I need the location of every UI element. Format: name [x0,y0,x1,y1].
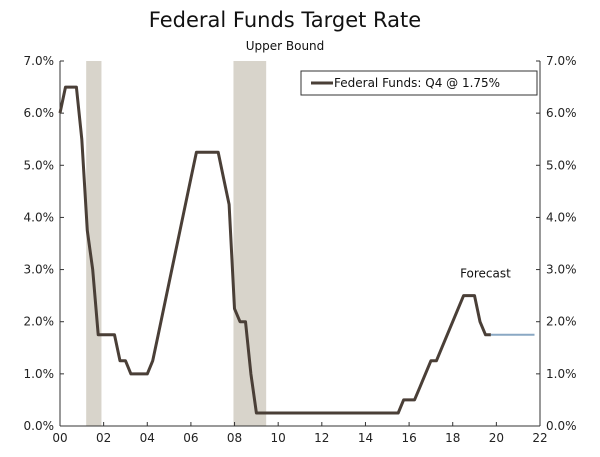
x-tick-label: 18 [445,431,460,445]
forecast-annotation: Forecast [460,266,511,280]
y-tick-label-left: 1.0% [24,367,55,381]
y-tick-label-right: 0.0% [546,419,577,433]
legend-label: Federal Funds: Q4 @ 1.75% [334,76,500,90]
series-line-federal-funds [58,85,491,415]
y-tick-label-left: 6.0% [24,106,55,120]
x-tick-label: 14 [358,431,373,445]
x-tick-label: 04 [140,431,155,445]
y-tick-label-left: 2.0% [24,315,55,329]
x-tick-label: 20 [489,431,504,445]
x-tick-label: 02 [96,431,111,445]
y-tick-label-left: 5.0% [24,158,55,172]
y-tick-label-right: 7.0% [546,54,577,68]
axes [59,60,541,427]
y-tick-label-left: 4.0% [24,210,55,224]
x-tick-label: 06 [183,431,198,445]
legend: Federal Funds: Q4 @ 1.75% [300,70,538,96]
x-tick-label: 10 [271,431,286,445]
tick-labels: 0.0% 0.0% 1.0% 1.0% 2.0% 2.0% 3.0% 3.0% 4.0% 4.0%… [24,54,577,445]
chart-title: Federal Funds Target Rate [149,8,421,32]
legend-box [300,70,538,96]
x-tick-label: 00 [52,431,67,445]
x-tick-label: 22 [532,431,547,445]
x-tick-label: 16 [401,431,416,445]
y-tick-label-left: 0.0% [24,419,55,433]
series-lines [58,85,535,415]
y-tick-label-right: 2.0% [546,315,577,329]
y-tick-label-right: 6.0% [546,106,577,120]
y-tick-label-left: 3.0% [24,263,55,277]
y-tick-label-left: 7.0% [24,54,55,68]
y-tick-label-right: 5.0% [546,158,577,172]
y-tick-label-right: 3.0% [546,263,577,277]
recession-shading [86,61,267,426]
y-tick-label-right: 1.0% [546,367,577,381]
x-tick-label: 08 [227,431,242,445]
x-tick-label: 12 [314,431,329,445]
y-tick-label-right: 4.0% [546,210,577,224]
chart-subtitle: Upper Bound [246,39,325,53]
